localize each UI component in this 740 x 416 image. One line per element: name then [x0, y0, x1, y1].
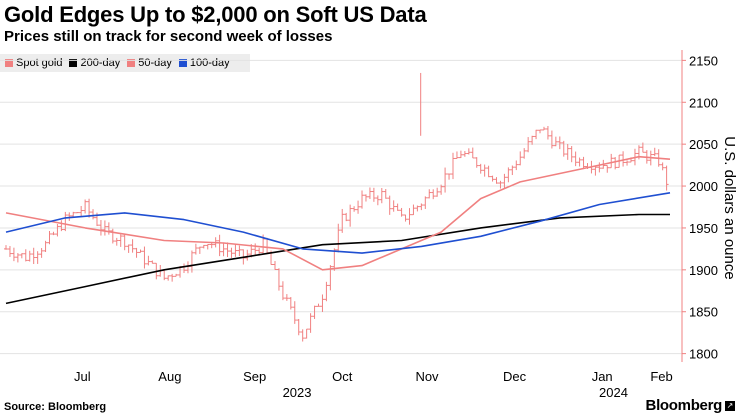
x-tick-label: Jan: [592, 369, 613, 384]
legend-swatch-spot-gold: [5, 59, 13, 67]
y-tick-label: 2150: [689, 53, 718, 68]
y-axis-label: U.S. dollars an ounce: [721, 136, 738, 279]
y-tick-label: 1900: [689, 263, 718, 278]
y-tick-label: 2000: [689, 179, 718, 194]
series-layer: [4, 72, 671, 342]
x-year-label: 2023: [283, 385, 312, 400]
y-tick-label: 2050: [689, 137, 718, 152]
x-tick-label: Sep: [243, 369, 266, 384]
y-tick-label: 1800: [689, 347, 718, 362]
x-tick-label: Oct: [332, 369, 353, 384]
x-tick-label: Feb: [650, 369, 672, 384]
x-tick-label: Dec: [503, 369, 527, 384]
series-100-day: [5, 192, 671, 254]
legend-swatch-100-day: [178, 59, 187, 67]
arrow-icon: ↗: [725, 401, 735, 411]
x-tick-label: Aug: [158, 369, 181, 384]
source-note: Source: Bloomberg: [4, 401, 107, 413]
series-200-day: [5, 213, 670, 305]
chart-title: Gold Edges Up to $2,000 on Soft US Data: [4, 2, 427, 27]
y-tick-label: 1850: [689, 305, 718, 320]
legend-swatch-50-day: [127, 59, 136, 67]
y-tick-labels: 1800 1850 1900 1950 2000 2050 2100 2150: [682, 53, 718, 362]
x-tick-labels: Jul Aug Sep Oct Nov Dec Jan Feb 2023 2024: [74, 369, 673, 400]
y-tick-label: 2100: [689, 95, 718, 110]
chart-subtitle: Prices still on track for second week of…: [4, 28, 333, 45]
grid-lines: [0, 59, 682, 355]
x-tick-label: Nov: [415, 369, 439, 384]
x-year-label: 2024: [599, 385, 628, 400]
legend-swatch-200-day: [69, 59, 78, 67]
y-tick-label: 1950: [689, 221, 718, 236]
series-spot-gold: [4, 72, 669, 342]
x-tick-label: Jul: [74, 369, 91, 384]
bloomberg-logo: Bloomberg: [645, 397, 723, 414]
